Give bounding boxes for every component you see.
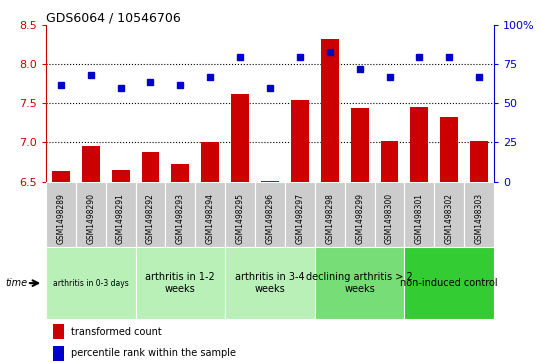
Bar (141, 152, 159, 182)
Bar (46, 182, 76, 247)
Bar (291, 99, 309, 182)
Text: declining arthritis > 2
weeks: declining arthritis > 2 weeks (306, 272, 413, 294)
Text: GSM1498292: GSM1498292 (146, 193, 155, 244)
Bar (46, 247, 136, 319)
Text: time: time (5, 278, 28, 288)
Bar (440, 117, 458, 182)
Text: GSM1498301: GSM1498301 (415, 193, 424, 244)
Bar (52, 324, 64, 339)
Bar (201, 142, 219, 182)
Bar (381, 141, 399, 182)
Text: GSM1498295: GSM1498295 (235, 193, 245, 244)
Text: GSM1498291: GSM1498291 (116, 193, 125, 244)
Text: GSM1498299: GSM1498299 (355, 193, 364, 244)
Text: GSM1498298: GSM1498298 (325, 193, 334, 244)
Bar (255, 182, 285, 247)
Text: GSM1498293: GSM1498293 (176, 193, 185, 244)
Bar (82, 146, 100, 182)
Bar (76, 182, 106, 247)
Text: arthritis in 0-3 days: arthritis in 0-3 days (53, 279, 129, 287)
Bar (195, 182, 225, 247)
Bar (321, 40, 339, 182)
Text: GSM1498289: GSM1498289 (56, 193, 65, 244)
Bar (464, 182, 494, 247)
Bar (52, 171, 70, 182)
Bar (350, 108, 369, 182)
Bar (225, 247, 315, 319)
Bar (52, 346, 64, 361)
Bar (404, 247, 494, 319)
Text: GSM1498294: GSM1498294 (206, 193, 215, 244)
Bar (261, 181, 279, 182)
Bar (375, 182, 404, 247)
Text: arthritis in 3-4
weeks: arthritis in 3-4 weeks (235, 272, 305, 294)
Text: percentile rank within the sample: percentile rank within the sample (71, 348, 235, 358)
Bar (136, 182, 165, 247)
Bar (171, 164, 190, 182)
Bar (231, 94, 249, 182)
Text: non-induced control: non-induced control (401, 278, 498, 288)
Bar (315, 247, 404, 319)
Bar (285, 182, 315, 247)
Bar (106, 182, 136, 247)
Bar (345, 182, 375, 247)
Bar (165, 182, 195, 247)
Text: GSM1498296: GSM1498296 (266, 193, 274, 244)
Text: GDS6064 / 10546706: GDS6064 / 10546706 (46, 11, 181, 24)
Text: GSM1498300: GSM1498300 (385, 192, 394, 244)
Bar (225, 182, 255, 247)
Text: GSM1498303: GSM1498303 (475, 192, 484, 244)
Bar (470, 141, 488, 182)
Text: arthritis in 1-2
weeks: arthritis in 1-2 weeks (145, 272, 215, 294)
Text: GSM1498290: GSM1498290 (86, 193, 95, 244)
Bar (434, 182, 464, 247)
Bar (136, 247, 225, 319)
Bar (404, 182, 434, 247)
Text: GSM1498297: GSM1498297 (295, 193, 305, 244)
Bar (315, 182, 345, 247)
Text: GSM1498302: GSM1498302 (445, 193, 454, 244)
Bar (112, 170, 130, 182)
Bar (410, 107, 428, 182)
Text: transformed count: transformed count (71, 327, 161, 337)
